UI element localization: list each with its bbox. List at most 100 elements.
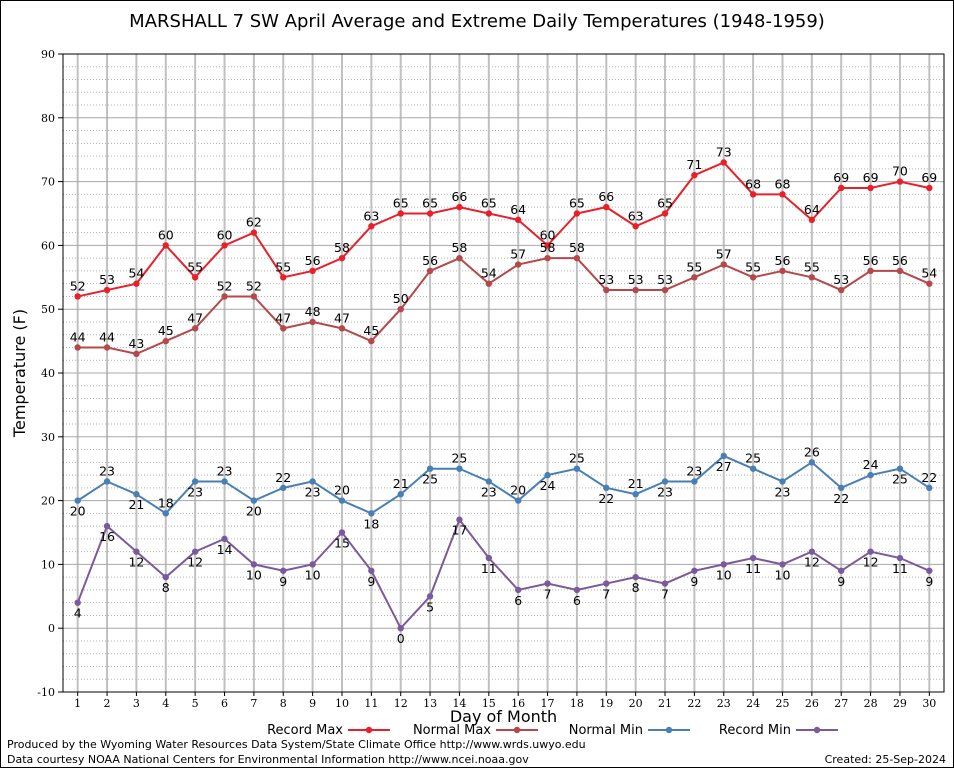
legend-label-record-min: Record Min bbox=[719, 723, 791, 738]
normal-min-point bbox=[603, 484, 610, 492]
record-min-data-label: 6 bbox=[514, 593, 522, 608]
normal-min-data-label: 21 bbox=[128, 497, 144, 512]
normal-max-point bbox=[779, 267, 786, 275]
normal-max-data-label: 53 bbox=[628, 272, 644, 287]
normal-min-data-label: 23 bbox=[187, 484, 203, 499]
record-max-data-label: 60 bbox=[217, 227, 233, 242]
normal-min-data-label: 22 bbox=[598, 491, 614, 506]
legend-marker-record-max bbox=[365, 726, 373, 734]
normal-max-point bbox=[338, 325, 346, 332]
normal-min-point bbox=[456, 465, 463, 472]
normal-min-point bbox=[338, 497, 346, 504]
record-max-data-label: 71 bbox=[686, 157, 702, 172]
record-max-data-label: 69 bbox=[863, 170, 879, 185]
record-min-point bbox=[838, 567, 845, 574]
normal-min-point bbox=[661, 478, 669, 485]
record-min-point bbox=[74, 599, 81, 606]
normal-min-data-label: 26 bbox=[804, 444, 820, 459]
series-record-min: 4 16 12 8 12 14 10 9 10 15 9 0 5 17 11 6 7 6 7 8 7 9 10 11 10 12 9… bbox=[74, 516, 933, 646]
normal-max-point bbox=[749, 274, 757, 281]
normal-min-point bbox=[133, 491, 140, 498]
normal-max-data-label: 45 bbox=[158, 323, 174, 338]
normal-max-point bbox=[456, 254, 463, 262]
x-tick-label: 15 bbox=[482, 697, 496, 710]
normal-max-data-label: 58 bbox=[569, 240, 585, 255]
x-tick-label: 25 bbox=[775, 697, 789, 710]
record-min-data-label: 12 bbox=[187, 555, 203, 570]
legend-label-normal-max: Normal Max bbox=[413, 723, 491, 738]
normal-min-data-label: 22 bbox=[921, 470, 937, 485]
normal-min-data-label: 24 bbox=[863, 457, 879, 472]
normal-min-point bbox=[808, 459, 816, 466]
normal-max-data-label: 50 bbox=[393, 291, 409, 306]
normal-max-data-label: 47 bbox=[187, 310, 203, 325]
normal-min-point bbox=[280, 484, 287, 492]
record-min-point bbox=[103, 522, 111, 530]
legend-label-normal-min: Normal Min bbox=[569, 723, 643, 738]
normal-max-point bbox=[74, 344, 81, 351]
normal-max-data-label: 56 bbox=[422, 253, 438, 268]
normal-max-point bbox=[103, 344, 111, 351]
record-max-point bbox=[691, 172, 698, 179]
footer-data-source: Data courtesy NOAA National Centers for … bbox=[7, 753, 529, 766]
record-max-data-label: 60 bbox=[540, 227, 556, 242]
normal-max-data-label: 54 bbox=[921, 266, 937, 281]
x-tick-label: 22 bbox=[687, 697, 701, 710]
normal-min-point bbox=[720, 452, 727, 460]
normal-min-point bbox=[632, 491, 639, 498]
record-min-data-label: 7 bbox=[602, 587, 610, 602]
normal-max-point bbox=[544, 254, 551, 262]
record-max-data-label: 55 bbox=[275, 259, 291, 274]
x-tick-label: 5 bbox=[192, 697, 199, 710]
normal-max-point bbox=[896, 267, 904, 275]
normal-min-data-label: 21 bbox=[393, 476, 409, 491]
normal-max-point bbox=[133, 350, 140, 358]
x-tick-label: 6 bbox=[221, 697, 228, 710]
normal-min-point bbox=[779, 478, 786, 485]
record-max-point bbox=[808, 216, 816, 224]
record-max-point bbox=[191, 274, 199, 281]
record-min-point bbox=[603, 580, 610, 587]
record-max-point bbox=[838, 184, 845, 192]
record-max-point bbox=[485, 210, 493, 217]
x-axis-label: Day of Month bbox=[450, 707, 557, 726]
record-max-point bbox=[603, 203, 610, 211]
normal-min-data-label: 20 bbox=[510, 483, 526, 498]
series-normal-min: 20 23 21 18 23 23 20 22 23 20 18 21 25 25 23 20 24 25 22 21… bbox=[70, 444, 938, 531]
record-max-point bbox=[661, 210, 669, 217]
record-max-data-label: 64 bbox=[510, 202, 526, 217]
record-max-point bbox=[867, 184, 874, 192]
normal-min-point bbox=[426, 465, 434, 472]
record-max-data-label: 56 bbox=[305, 253, 321, 268]
normal-max-point bbox=[603, 286, 610, 294]
y-axis: -10 0 10 20 30 40 50 60 70 80 90 bbox=[37, 48, 63, 699]
x-tick-label: 9 bbox=[309, 697, 316, 710]
normal-max-data-label: 56 bbox=[863, 253, 879, 268]
normal-max-data-label: 48 bbox=[305, 304, 321, 319]
record-min-data-label: 17 bbox=[451, 523, 467, 538]
record-min-point bbox=[338, 529, 346, 536]
normal-min-point bbox=[368, 510, 375, 517]
normal-max-point bbox=[926, 280, 933, 287]
record-min-data-label: 10 bbox=[775, 567, 791, 582]
normal-max-point bbox=[838, 286, 845, 294]
normal-min-data-label: 25 bbox=[422, 472, 438, 487]
normal-max-point bbox=[573, 254, 581, 262]
record-min-data-label: 9 bbox=[367, 574, 375, 589]
normal-max-data-label: 52 bbox=[246, 278, 262, 293]
normal-min-data-label: 20 bbox=[334, 483, 350, 498]
record-max-data-label: 65 bbox=[422, 196, 438, 211]
normal-max-point bbox=[514, 261, 522, 268]
normal-min-data-label: 24 bbox=[540, 478, 556, 493]
normal-min-data-label: 27 bbox=[716, 459, 732, 474]
footer-producer: Produced by the Wyoming Water Resources … bbox=[7, 738, 586, 751]
normal-min-data-label: 25 bbox=[745, 451, 761, 466]
normal-max-line bbox=[77, 256, 930, 355]
x-axis: 1 2 3 4 5 6 7 8 9 10 11 12 13 14 15 16 17 18 19 20 21 22 23 24 2… bbox=[74, 692, 936, 710]
normal-min-point bbox=[103, 478, 111, 485]
x-tick-label: 16 bbox=[511, 697, 525, 710]
normal-max-point bbox=[808, 274, 816, 281]
normal-max-point bbox=[162, 337, 169, 345]
record-max-line bbox=[77, 161, 930, 298]
x-tick-label: 18 bbox=[570, 697, 584, 710]
